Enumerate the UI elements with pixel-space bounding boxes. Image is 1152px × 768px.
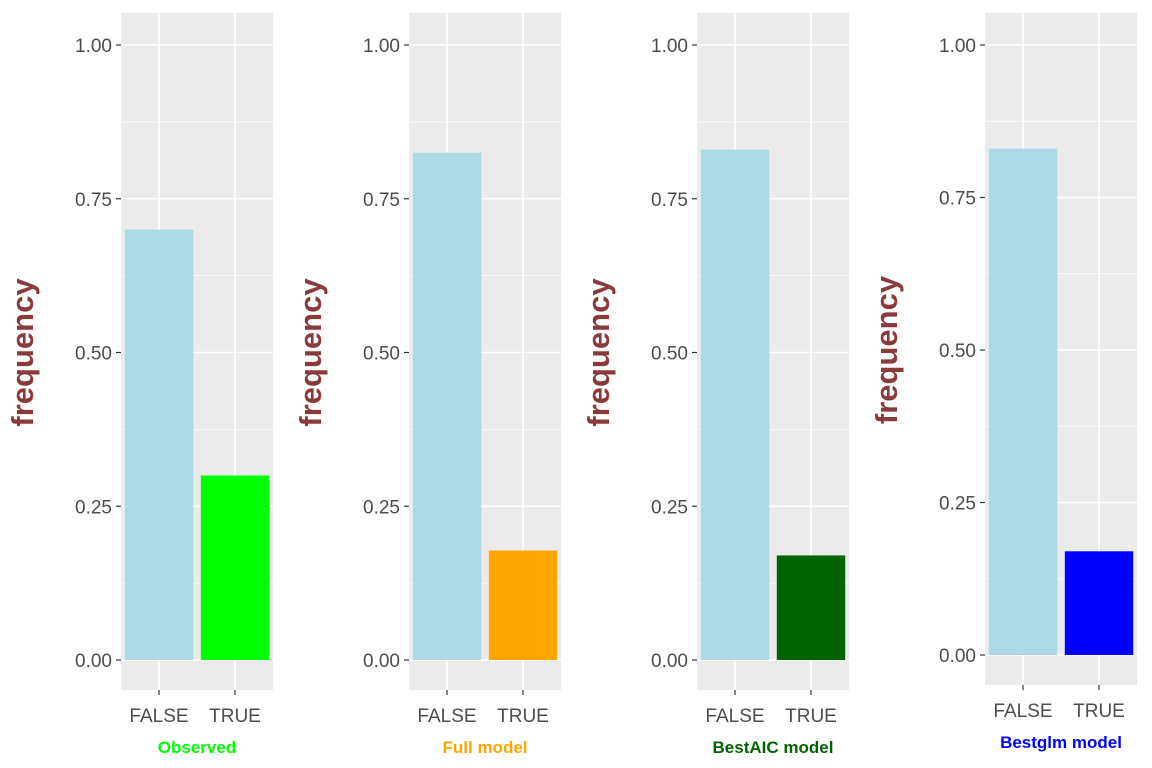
y-axis-title: frequency: [581, 278, 616, 427]
y-tick-label: 0.75: [363, 190, 400, 211]
y-tick-label: 0.25: [651, 497, 688, 518]
y-tick-label: 0.25: [363, 497, 400, 518]
bar-false: [412, 152, 482, 660]
x-tick-label: FALSE: [417, 706, 476, 727]
x-tick-label: FALSE: [129, 706, 188, 727]
x-tick-label: FALSE: [705, 706, 764, 727]
y-tick-label: 1.00: [75, 36, 112, 57]
bar-false: [700, 149, 770, 661]
y-axis-title: frequency: [869, 275, 904, 424]
bar-false: [988, 148, 1058, 655]
x-axis-title: Full model: [443, 738, 528, 757]
bar-true: [200, 475, 270, 660]
y-tick-label: 0.50: [651, 344, 688, 365]
x-tick-label: FALSE: [993, 701, 1052, 722]
y-tick-label: 0.75: [75, 190, 112, 211]
y-tick-label: 0.00: [651, 651, 688, 672]
y-tick-label: 1.00: [363, 36, 400, 57]
x-axis-title: BestAIC model: [713, 738, 834, 757]
chart-panel-2: 0.00 0.25 0.50 0.75 1.00 FALSE TRUE Full model f…: [293, 13, 561, 757]
y-tick-label: 0.50: [75, 344, 112, 365]
y-tick-label: 0.00: [939, 646, 976, 667]
bar-true: [776, 555, 846, 660]
y-tick-label: 0.50: [939, 341, 976, 362]
x-tick-label: TRUE: [497, 706, 549, 727]
chart-panel-1: 0.00 0.25 0.50 0.75 1.00 FALSE TRUE Observed fre…: [5, 13, 273, 757]
x-axis-title: Observed: [158, 738, 236, 757]
y-tick-label: 0.75: [651, 190, 688, 211]
y-tick-label: 0.00: [363, 651, 400, 672]
y-tick-label: 0.25: [939, 494, 976, 515]
chart-panel-4: 0.00 0.25 0.50 0.75 1.00 FALSE TRUE Bestglm mod…: [869, 13, 1137, 752]
y-axis-title: frequency: [293, 278, 328, 427]
y-axis-title: frequency: [5, 278, 40, 427]
y-tick-label: 0.25: [75, 497, 112, 518]
bar-false: [124, 229, 194, 660]
x-axis-title: Bestglm model: [1000, 733, 1122, 752]
bar-true: [1064, 551, 1134, 655]
y-tick-label: 0.50: [363, 344, 400, 365]
chart-panel-3: 0.00 0.25 0.50 0.75 1.00 FALSE TRUE BestAIC mod…: [581, 13, 849, 757]
x-tick-label: TRUE: [1073, 701, 1125, 722]
x-tick-label: TRUE: [209, 706, 261, 727]
y-tick-label: 0.75: [939, 189, 976, 210]
y-tick-label: 0.00: [75, 651, 112, 672]
y-tick-label: 1.00: [651, 36, 688, 57]
x-tick-label: TRUE: [785, 706, 837, 727]
bar-true: [488, 550, 558, 660]
y-tick-label: 1.00: [939, 36, 976, 57]
